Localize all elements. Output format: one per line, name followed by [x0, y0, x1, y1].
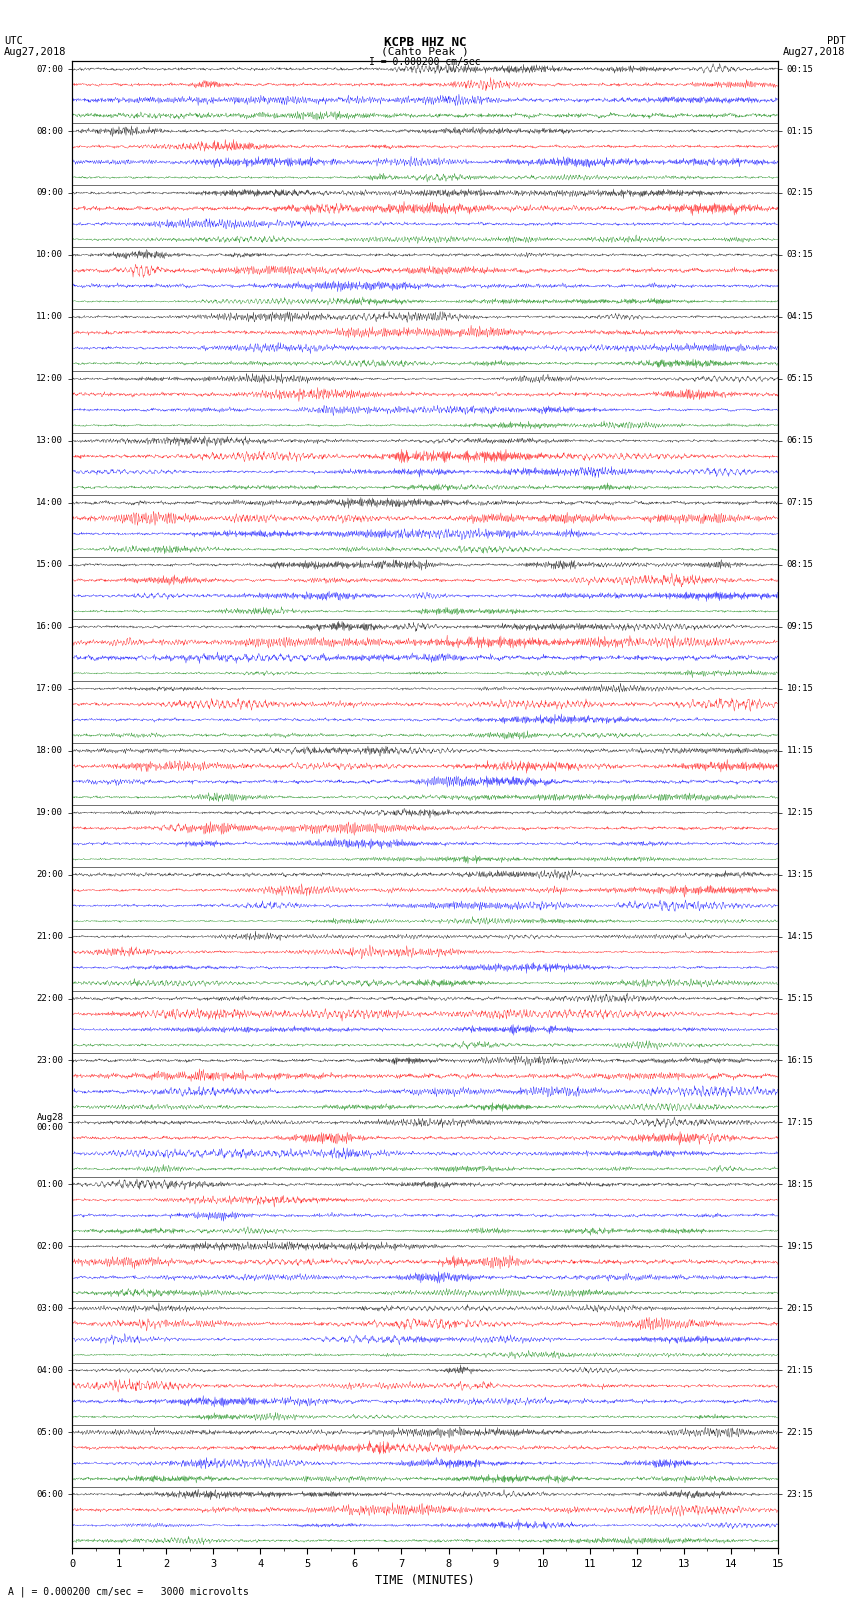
X-axis label: TIME (MINUTES): TIME (MINUTES): [375, 1574, 475, 1587]
Text: UTC: UTC: [4, 37, 23, 47]
Text: KCPB HHZ NC: KCPB HHZ NC: [383, 37, 467, 50]
Text: (Cahto Peak ): (Cahto Peak ): [381, 47, 469, 56]
Text: Aug27,2018: Aug27,2018: [783, 47, 846, 56]
Text: A | = 0.000200 cm/sec =   3000 microvolts: A | = 0.000200 cm/sec = 3000 microvolts: [8, 1586, 249, 1597]
Text: I = 0.000200 cm/sec: I = 0.000200 cm/sec: [369, 58, 481, 68]
Text: Aug27,2018: Aug27,2018: [4, 47, 67, 56]
Text: PDT: PDT: [827, 37, 846, 47]
